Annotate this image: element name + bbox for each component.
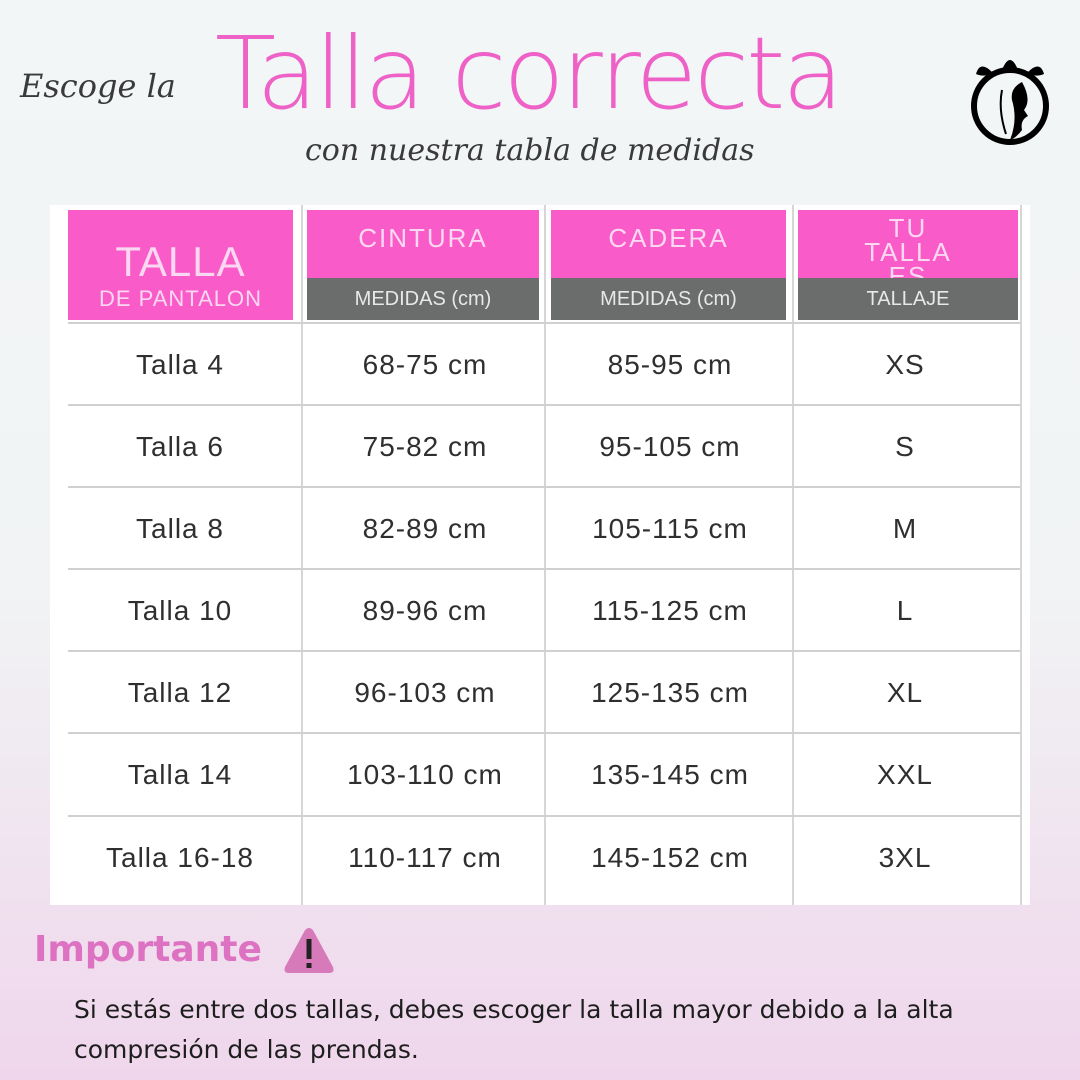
cell-waist: 103-110 cm: [347, 759, 503, 790]
cell-hip: 135-145 cm: [591, 759, 749, 790]
row-divider: [68, 568, 1020, 570]
cell-hip: 105-115 cm: [592, 513, 748, 544]
cell-size: Talla 16-18: [106, 842, 254, 873]
cell-size: Talla 12: [127, 677, 233, 708]
cell-letter-size: 3XL: [878, 842, 932, 873]
warning-icon: [284, 928, 334, 973]
cell-waist: 96-103 cm: [354, 677, 496, 708]
cell-size: Talla 4: [136, 349, 224, 380]
cell-size: Talla 6: [136, 431, 224, 462]
cell-waist: 89-96 cm: [362, 595, 488, 626]
column-header-cadera: CADERA MEDIDAS (cm): [551, 210, 786, 320]
cell-letter-size: M: [892, 513, 918, 544]
woman-profile-logo-icon: [971, 60, 1049, 145]
column-header-cintura: CINTURA MEDIDAS (cm): [307, 210, 539, 320]
cell-waist: 75-82 cm: [362, 431, 488, 462]
cell-letter-size: XS: [885, 349, 925, 380]
row-divider: [68, 732, 1020, 734]
cell-waist: 82-89 cm: [362, 513, 488, 544]
cell-hip: 115-125 cm: [592, 595, 748, 626]
size-table: TALLA DE PANTALON CINTURA MEDIDAS (cm) C…: [50, 205, 1030, 905]
column-header-talla-es: TU TALLA ES TALLAJE: [798, 210, 1018, 320]
cell-letter-size: XXL: [877, 759, 933, 790]
row-divider: [68, 486, 1020, 488]
cell-letter-size: S: [895, 431, 915, 462]
cell-hip: 85-95 cm: [607, 349, 733, 380]
cell-waist: 68-75 cm: [362, 349, 488, 380]
page-title: Talla correcta: [215, 15, 844, 132]
header-pre: Escoge la: [20, 67, 176, 105]
cell-hip: 125-135 cm: [591, 677, 749, 708]
page-subtitle: con nuestra tabla de medidas: [305, 133, 755, 168]
cell-letter-size: XL: [886, 677, 924, 708]
row-divider: [68, 650, 1020, 652]
important-heading: Importante: [34, 929, 262, 970]
cell-size: Talla 8: [136, 513, 224, 544]
row-divider: [68, 815, 1020, 817]
cell-letter-size: L: [896, 595, 914, 626]
row-divider: [68, 322, 1020, 324]
important-note: Si estás entre dos tallas, debes escoger…: [74, 995, 954, 1064]
cell-waist: 110-117 cm: [348, 842, 502, 873]
cell-hip: 145-152 cm: [591, 842, 749, 873]
cell-size: Talla 10: [127, 595, 233, 626]
row-divider: [68, 404, 1020, 406]
column-header-talla: TALLA DE PANTALON: [68, 210, 293, 320]
cell-size: Talla 14: [127, 759, 233, 790]
cell-hip: 95-105 cm: [599, 431, 741, 462]
